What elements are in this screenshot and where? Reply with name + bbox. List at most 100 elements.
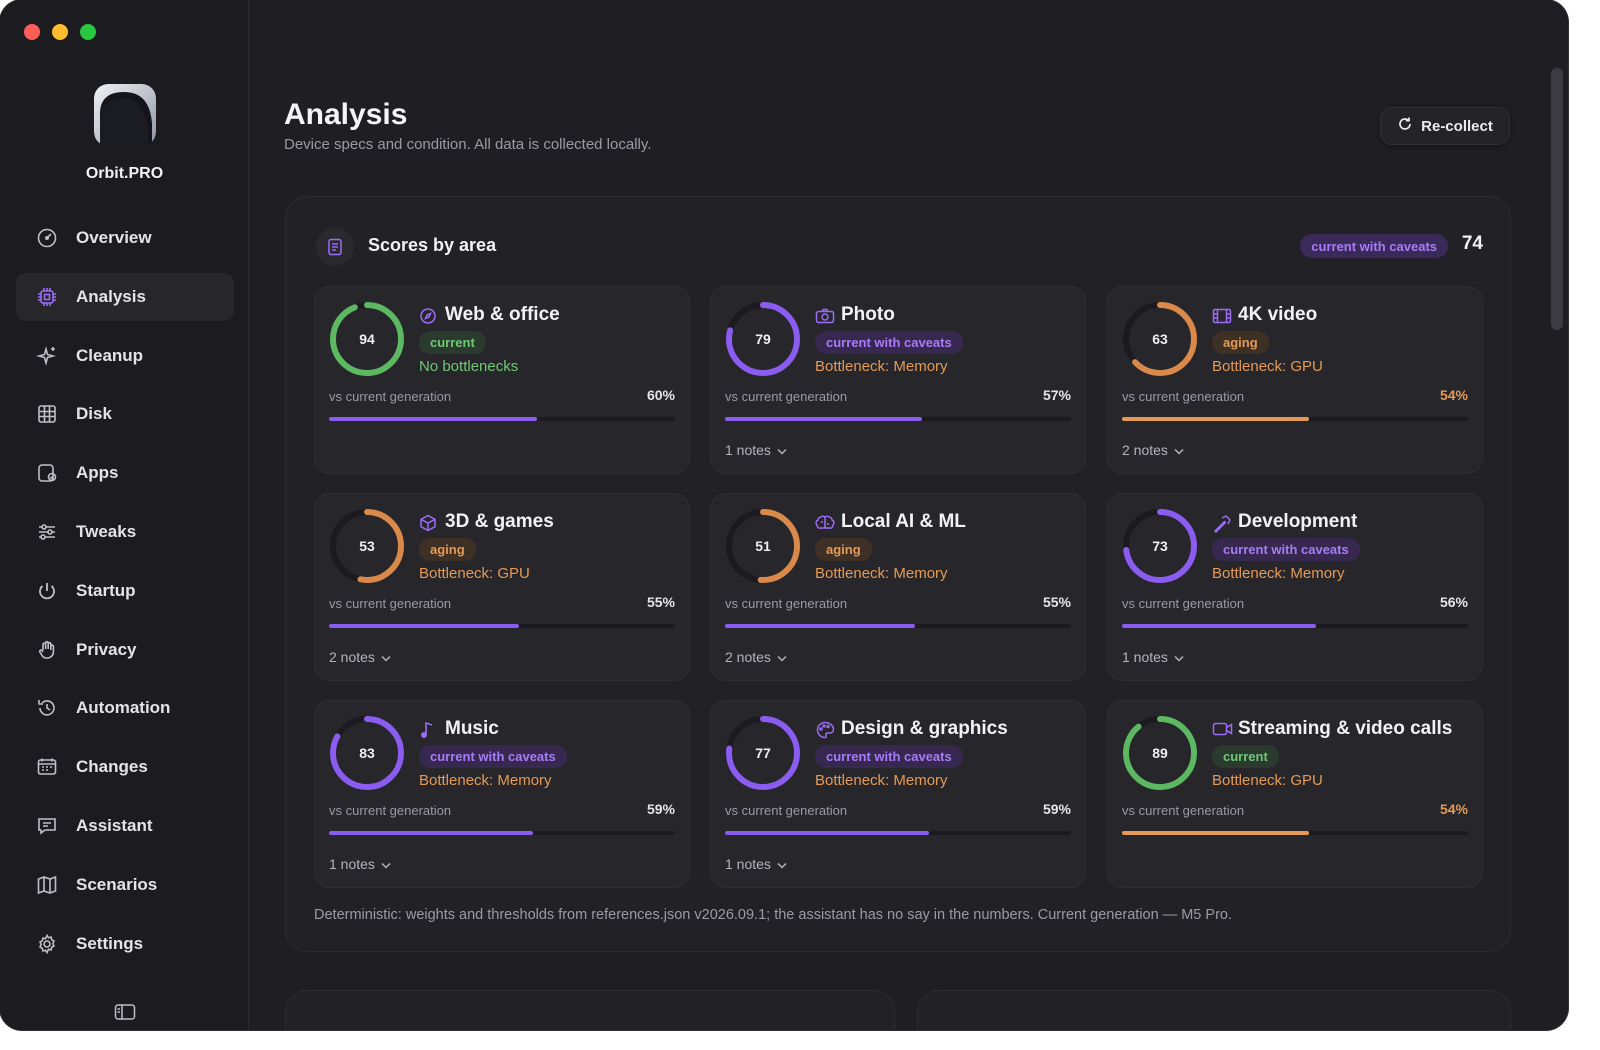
comparison-bar-fill (329, 417, 537, 421)
notes-toggle[interactable]: 2 notes (1122, 442, 1184, 458)
sparkle-icon (36, 345, 58, 367)
window-controls (24, 24, 96, 40)
recollect-button[interactable]: Re-collect (1380, 107, 1510, 145)
sidebar-toggle-icon[interactable] (114, 1003, 136, 1021)
score-card: 89 Streaming & video calls current Bottlene… (1107, 700, 1483, 888)
sidebar-item-automation[interactable]: Automation (16, 684, 234, 732)
notes-toggle[interactable]: 1 notes (1122, 649, 1184, 665)
status-badge: aging (419, 538, 476, 561)
hand-icon (36, 639, 58, 661)
comparison-bar (725, 624, 1071, 628)
status-badge: current (1212, 745, 1279, 768)
sidebar-item-label: Automation (76, 698, 171, 718)
sidebar-item-settings[interactable]: Settings (16, 920, 234, 968)
sidebar-item-disk[interactable]: Disk (16, 390, 234, 438)
disk-grid-icon (36, 403, 58, 425)
notes-label: 1 notes (1122, 649, 1168, 665)
sidebar-item-changes[interactable]: Changes (16, 743, 234, 791)
comparison-label: vs current generation (329, 389, 452, 404)
score-ring (330, 716, 404, 790)
bottleneck-label: Bottleneck: Memory (815, 358, 948, 375)
comparison-bar-fill (329, 831, 534, 835)
notes-toggle[interactable]: 1 notes (725, 856, 787, 872)
close-window-button[interactable] (24, 24, 40, 40)
score-ring (1123, 302, 1197, 376)
card-title: Music (445, 718, 499, 739)
compass-icon (419, 307, 437, 325)
score-value: 77 (755, 745, 771, 761)
brain-icon (815, 514, 835, 532)
status-badge: aging (815, 538, 872, 561)
sidebar-item-analysis[interactable]: Analysis (16, 272, 234, 321)
sidebar-item-assistant[interactable]: Assistant (16, 802, 234, 850)
sidebar: Orbit.PRO Overview Analysis Cleanup Disk… (0, 0, 249, 1030)
sidebar-item-label: Privacy (76, 639, 137, 659)
chevron-down-icon (777, 856, 787, 872)
apps-icon (36, 462, 58, 484)
footnote: Deterministic: weights and thresholds fr… (314, 907, 1232, 923)
score-value: 73 (1152, 538, 1168, 554)
status-badge: current with caveats (815, 745, 963, 768)
score-value: 53 (359, 538, 375, 554)
comparison-label: vs current generation (725, 389, 848, 404)
comparison-label: vs current generation (329, 596, 452, 611)
page-subtitle: Device specs and condition. All data is … (284, 136, 652, 153)
score-card: 94 Web & office current No bottlenecks vs cu… (314, 286, 690, 474)
score-ring (330, 302, 404, 376)
status-badge: current (419, 331, 486, 354)
video-camera-icon (1212, 721, 1233, 739)
scrollbar-thumb[interactable] (1551, 68, 1563, 330)
comparison-percent: 59% (1042, 801, 1071, 817)
comparison-label: vs current generation (1122, 596, 1245, 611)
comparison-percent: 56% (1439, 594, 1468, 610)
comparison-bar (725, 831, 1071, 835)
sidebar-item-scenarios[interactable]: Scenarios (16, 861, 234, 909)
music-note-icon (419, 721, 437, 739)
status-badge: current with caveats (419, 745, 567, 768)
notes-toggle[interactable]: 2 notes (329, 649, 391, 665)
scores-panel: Scores by area current with caveats 74 9… (285, 196, 1511, 952)
notes-toggle[interactable]: 1 notes (329, 856, 391, 872)
comparison-percent: 54% (1439, 387, 1468, 403)
comparison-bar (1122, 417, 1468, 421)
gear-icon (36, 933, 58, 955)
app-name: Orbit.PRO (85, 165, 164, 182)
comparison-bar-fill (725, 624, 916, 628)
minimize-window-button[interactable] (52, 24, 68, 40)
zoom-window-button[interactable] (80, 24, 96, 40)
sidebar-item-label: Overview (76, 228, 152, 247)
sidebar-item-label: Disk (76, 404, 112, 424)
sliders-icon (36, 521, 58, 543)
sidebar-item-startup[interactable]: Startup (16, 567, 234, 615)
app-window: Orbit.PRO Overview Analysis Cleanup Disk… (0, 0, 1568, 1030)
comparison-bar (725, 417, 1071, 421)
score-value: 79 (755, 331, 771, 347)
comparison-label: vs current generation (725, 596, 848, 611)
status-badge: current with caveats (1212, 538, 1360, 561)
comparison-bar-fill (725, 831, 930, 835)
cube-icon (419, 514, 437, 532)
card-title: Web & office (445, 304, 560, 325)
comparison-percent: 55% (1042, 594, 1071, 610)
sidebar-item-tweaks[interactable]: Tweaks (16, 508, 234, 556)
sidebar-item-apps[interactable]: Apps (16, 449, 234, 497)
notes-label: 2 notes (1122, 442, 1168, 458)
comparison-bar-fill (329, 624, 520, 628)
sidebar-item-label: Changes (76, 757, 148, 777)
comparison-percent: 60% (646, 387, 675, 403)
score-ring (330, 509, 404, 583)
calendar-icon (36, 756, 58, 778)
sidebar-item-cleanup[interactable]: Cleanup (16, 332, 234, 380)
bottleneck-label: Bottleneck: Memory (815, 565, 948, 582)
score-card: 53 3D & games aging Bottleneck: GPU vs curre… (314, 493, 690, 681)
score-ring (726, 302, 800, 376)
sidebar-item-overview[interactable]: Overview (16, 214, 234, 262)
bottleneck-label: Bottleneck: Memory (815, 772, 948, 789)
notes-toggle[interactable]: 2 notes (725, 649, 787, 665)
sidebar-item-privacy[interactable]: Privacy (16, 626, 234, 674)
comparison-percent: 57% (1042, 387, 1071, 403)
notes-toggle[interactable]: 1 notes (725, 442, 787, 458)
score-ring (726, 716, 800, 790)
next-section-card (285, 990, 895, 1030)
card-title: Streaming & video calls (1238, 718, 1453, 739)
